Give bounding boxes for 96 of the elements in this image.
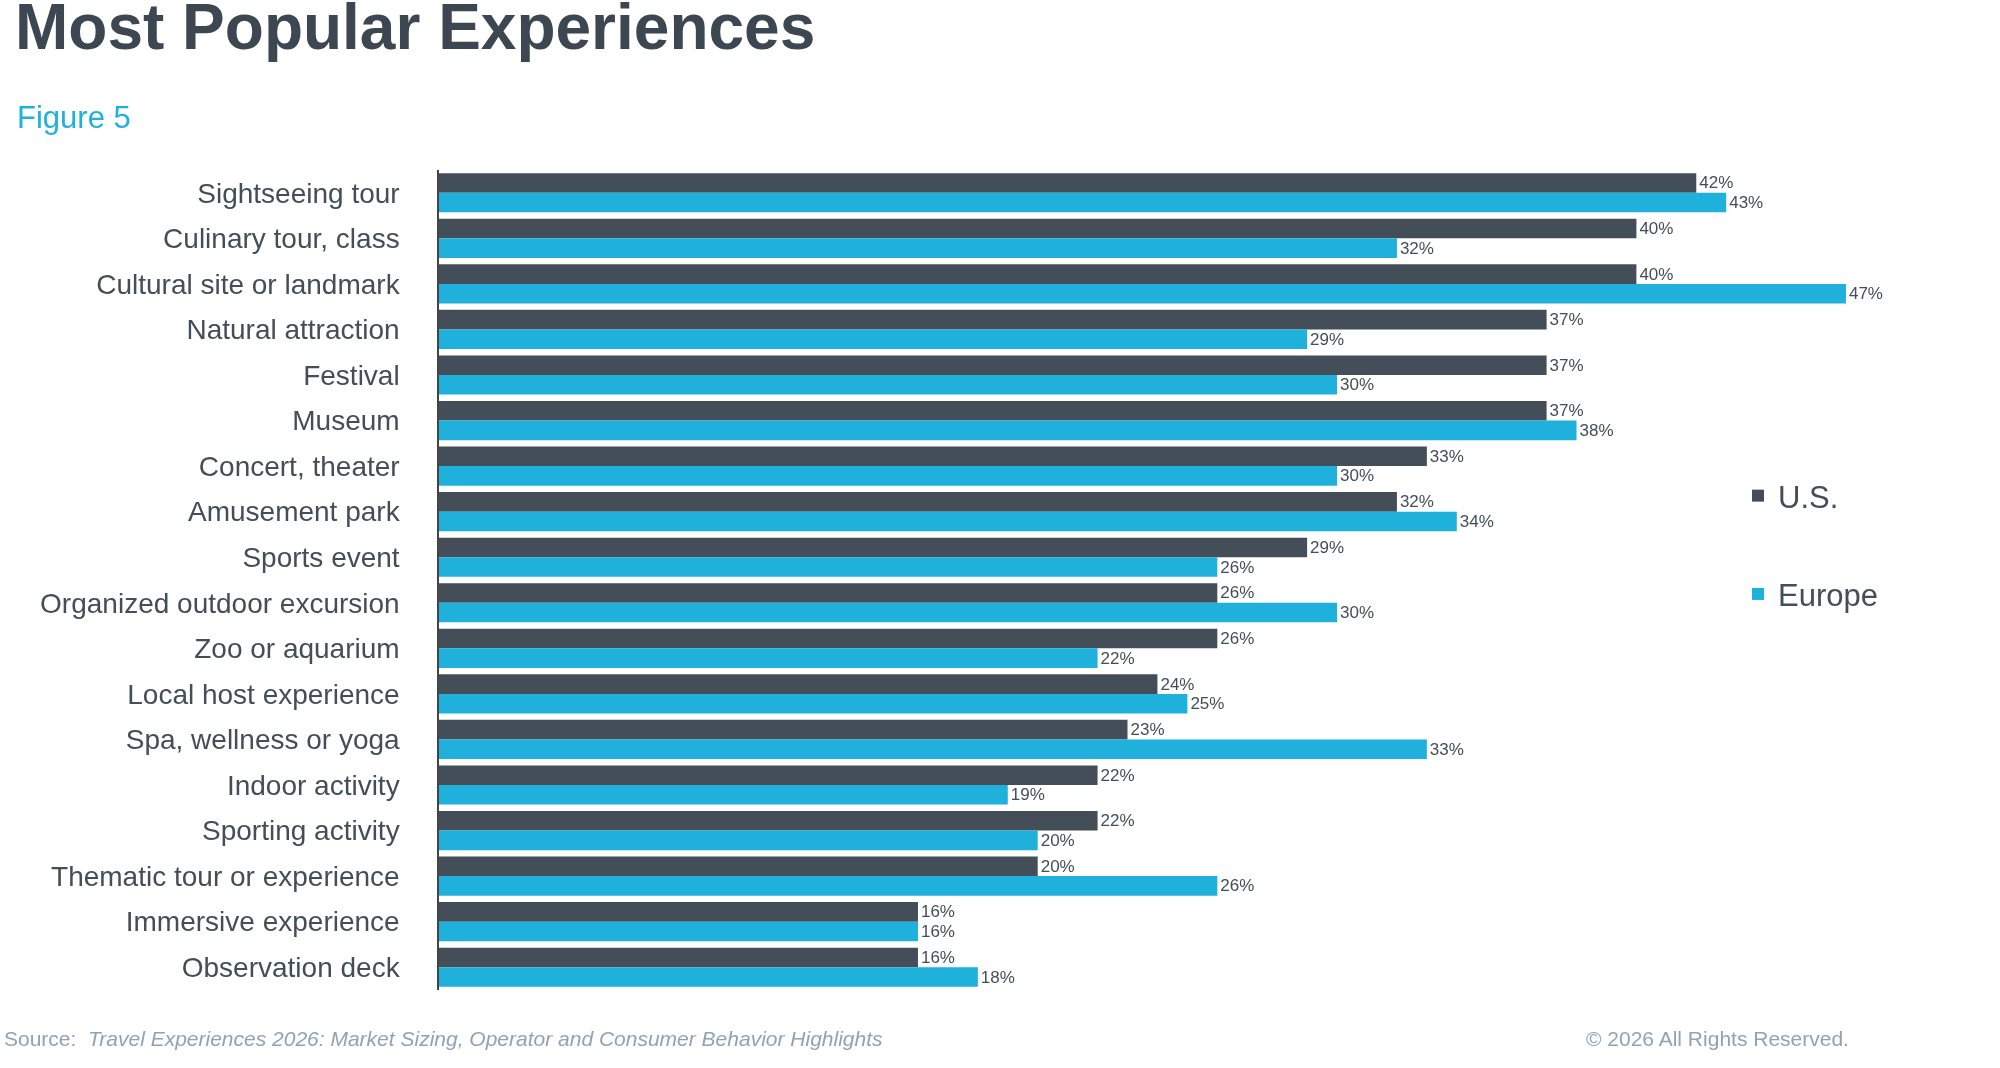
bar [439,602,1338,623]
chart-title: Most Popular Experiences [15,0,816,63]
y-tick-label: Sports event [242,542,400,574]
bar [439,830,1038,851]
data-label: 26% [1220,583,1255,603]
data-label: 30% [1340,603,1375,623]
bar [439,400,1547,421]
bar [439,628,1218,649]
y-tick-label: Observation deck [181,952,401,984]
data-label: 22% [1100,765,1135,785]
bar [439,238,1397,258]
bar [439,648,1098,668]
y-tick-label: Thematic tour or experience [51,860,400,892]
bar [439,375,1338,395]
bar [439,765,1098,785]
data-label: 32% [1399,492,1434,512]
y-tick-label: Amusement park [188,496,401,528]
bar [439,947,918,968]
bar [439,967,978,987]
data-label: 29% [1310,537,1345,557]
data-label: 47% [1848,284,1883,304]
bar [439,583,1218,603]
data-label: 37% [1549,310,1584,330]
data-label: 20% [1040,830,1075,850]
bar [439,921,918,942]
bar [439,466,1338,486]
bar [439,537,1308,558]
data-label: 22% [1100,811,1135,831]
data-label: 16% [920,921,955,941]
bar [439,446,1427,467]
bar [439,218,1637,239]
bar [439,719,1128,740]
bar [439,856,1038,877]
data-label: 19% [1010,785,1045,805]
bar [439,283,1846,304]
data-label: 34% [1459,511,1494,531]
text: Figure 5 [17,100,131,135]
bar [439,876,1218,896]
y-tick-label: Spa, wellness or yoga [125,724,401,756]
data-label: 22% [1100,648,1135,668]
bar [439,264,1637,284]
legend-label: U.S. [1778,479,1839,515]
data-label: 18% [980,967,1015,987]
y-tick-label: Culinary tour, class [163,223,400,255]
data-label: 23% [1130,720,1165,740]
text: © 2026 All Rights Reserved. [1586,1027,1849,1050]
bar [439,355,1547,375]
bar [439,492,1397,512]
data-label: 43% [1729,193,1764,213]
y-tick-label: Museum [292,405,400,437]
data-label: 37% [1549,401,1584,421]
data-label: 16% [920,947,955,967]
bar [439,329,1308,350]
data-label: 16% [920,902,955,922]
y-tick-label: Cultural site or landmark [96,268,401,300]
legend-label: Europe [1778,578,1878,614]
data-label: 29% [1310,329,1345,349]
data-label: 40% [1639,264,1674,284]
bar [439,173,1697,193]
data-label: 40% [1639,219,1674,239]
bar [439,810,1098,831]
bar [439,674,1158,694]
data-label: 37% [1549,355,1584,375]
data-label: 42% [1699,173,1734,193]
bar [439,511,1457,532]
data-label: 30% [1340,466,1375,486]
y-tick-label: Organized outdoor excursion [40,587,400,619]
data-label: 30% [1340,375,1375,395]
data-label: 20% [1040,856,1075,876]
data-label: 24% [1160,674,1195,694]
data-label: 33% [1429,739,1464,759]
data-label: 26% [1220,629,1255,649]
bar [439,309,1547,330]
bar [439,192,1727,213]
y-tick-label: Festival [303,359,400,391]
bar [439,557,1218,577]
data-label: 25% [1190,694,1225,714]
data-label: 32% [1399,238,1434,258]
bar [439,420,1577,441]
data-label: 38% [1579,420,1614,440]
y-tick-label: Immersive experience [125,906,400,938]
data-label: 26% [1220,876,1255,896]
y-tick-label: Natural attraction [186,314,400,346]
y-tick-label: Zoo or aquarium [194,633,400,665]
y-tick-label: Sporting activity [202,815,400,847]
data-label: 33% [1429,446,1464,466]
y-tick-label: Local host experience [127,678,400,710]
y-tick-label: Indoor activity [226,769,400,801]
bar [439,693,1188,714]
y-tick-label: Concert, theater [198,450,400,482]
y-tick-label: Sightseeing tour [197,177,400,209]
bar [439,739,1427,760]
bar [439,902,918,922]
source-note: Source: Travel Experiences 2026: Market Sizing, Operator and Consumer Behavior Highlights [4,1027,884,1050]
data-label: 26% [1220,557,1255,577]
bar [439,785,1008,805]
